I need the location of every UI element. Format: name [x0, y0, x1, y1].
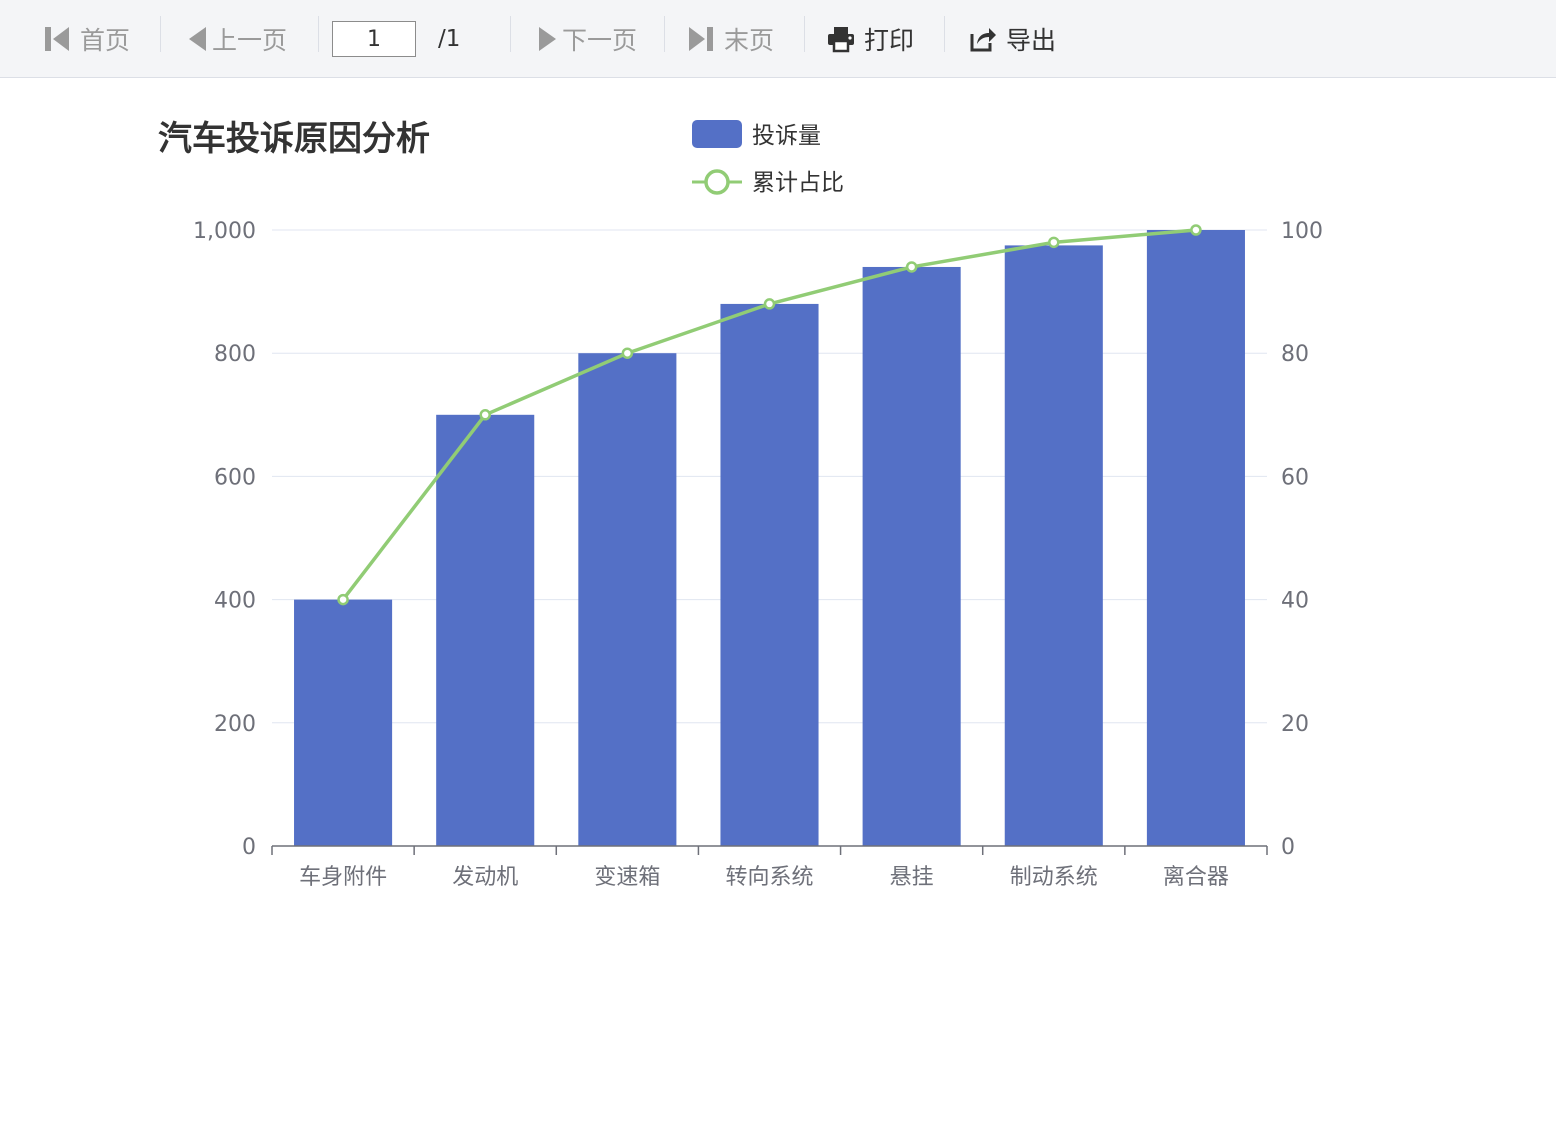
bar	[294, 599, 393, 846]
x-tick-label: 变速箱	[594, 865, 660, 890]
printer-icon	[828, 27, 854, 53]
y-right-tick-label: 0	[1281, 835, 1295, 860]
toolbar-divider	[944, 16, 945, 52]
next-page-button[interactable]: 下一页	[536, 20, 637, 58]
bar	[862, 266, 961, 847]
line-point	[763, 298, 776, 310]
legend-item-bar[interactable]: 投诉量	[692, 120, 821, 149]
toolbar-divider	[510, 16, 511, 52]
x-tick-label: 发动机	[452, 865, 518, 890]
toolbar-divider	[160, 16, 161, 52]
toolbar-divider	[804, 16, 805, 52]
last-page-label: 末页	[724, 26, 775, 55]
bar	[578, 353, 677, 846]
axes: 0 200 400 600 800 1,000 0 20 40 60 80 100 车身附件 发动机 变速箱…	[193, 219, 1323, 890]
last-page-button[interactable]: 末页	[686, 20, 774, 58]
toolbar-divider	[318, 16, 319, 52]
pareto-chart: 汽车投诉原因分析 投诉量 累计占比 0 200 400 600 800 1,000 0 20 4…	[158, 119, 1323, 890]
x-tick-label: 车身附件	[299, 865, 387, 890]
y-right-tick-label: 80	[1281, 342, 1309, 367]
y-left-tick-label: 400	[214, 589, 256, 614]
line-point	[1048, 236, 1060, 249]
bar	[436, 414, 535, 846]
legend-bar-swatch	[692, 120, 742, 148]
line-series	[337, 224, 1202, 606]
prev-page-button[interactable]: 上一页	[186, 20, 287, 58]
report-toolbar: 首页 上一页 /1 下一页 末页 打印	[0, 0, 1556, 78]
y-left-tick-label: 0	[242, 835, 256, 860]
legend: 投诉量 累计占比	[692, 120, 844, 196]
first-page-button[interactable]: 首页	[42, 20, 130, 58]
last-page-icon	[689, 27, 713, 51]
next-page-label: 下一页	[562, 26, 638, 55]
bar	[720, 303, 819, 846]
legend-bar-label: 投诉量	[752, 123, 821, 149]
x-tick-label: 悬挂	[890, 865, 934, 890]
line-point	[337, 593, 349, 606]
x-tick-label: 转向系统	[725, 865, 813, 890]
line-point	[479, 409, 491, 421]
y-left-tick-label: 200	[214, 712, 256, 737]
print-button[interactable]: 打印	[826, 20, 914, 58]
y-left-tick-label: 1,000	[193, 219, 256, 244]
y-left-tick-label: 800	[214, 342, 256, 367]
line-point	[621, 347, 634, 359]
bar	[1146, 230, 1245, 846]
export-button[interactable]: 导出	[968, 20, 1056, 58]
legend-item-line[interactable]: 累计占比	[692, 169, 844, 196]
y-right-tick-label: 40	[1281, 589, 1309, 614]
bar-series	[294, 230, 1245, 847]
bar	[1004, 245, 1103, 846]
legend-line-label: 累计占比	[752, 170, 844, 196]
prev-page-icon	[189, 27, 206, 51]
toolbar-divider	[664, 16, 665, 52]
legend-line-marker	[704, 169, 730, 195]
y-right-tick-label: 100	[1281, 219, 1323, 244]
y-right-tick-label: 60	[1281, 465, 1309, 490]
line-point	[1190, 224, 1202, 236]
line-point	[905, 261, 918, 273]
first-page-icon	[45, 27, 69, 51]
x-tick-label: 离合器	[1163, 865, 1229, 890]
prev-page-label: 上一页	[212, 26, 288, 55]
y-left-tick-label: 600	[214, 465, 256, 490]
y-right-tick-label: 20	[1281, 712, 1309, 737]
page-number-input[interactable]	[332, 21, 416, 57]
export-icon	[970, 28, 996, 52]
x-tick-label: 制动系统	[1010, 865, 1098, 890]
print-label: 打印	[864, 26, 915, 55]
page-total: /1	[438, 26, 461, 52]
chart-title: 汽车投诉原因分析	[158, 119, 430, 159]
first-page-label: 首页	[80, 26, 131, 55]
next-page-icon	[539, 27, 556, 51]
export-label: 导出	[1006, 26, 1057, 55]
